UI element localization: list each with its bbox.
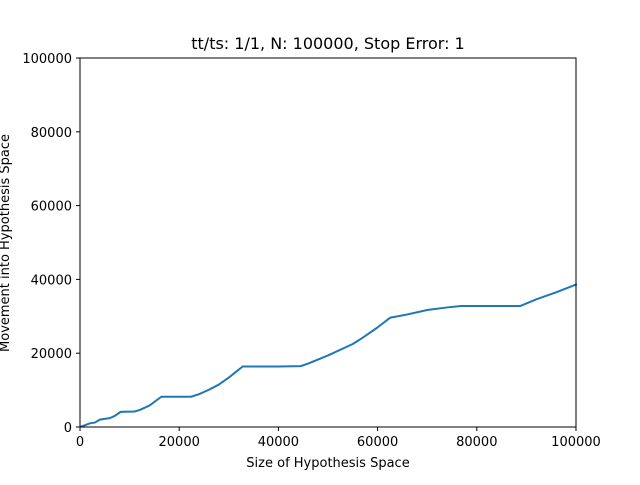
y-tick-label: 100000 <box>22 52 72 67</box>
y-tick-label: 60000 <box>31 200 72 215</box>
y-axis-label: Movement into Hypothesis Space <box>0 134 13 352</box>
series-line <box>78 283 578 429</box>
x-axis-ticks: 0 20000 40000 60000 80000 100000 <box>76 427 601 450</box>
y-tick-label: 0 <box>64 421 72 436</box>
x-tick-label: 20000 <box>159 435 200 450</box>
series-layer <box>78 283 578 429</box>
x-tick-label: 0 <box>76 435 84 450</box>
y-axis-ticks: 0 20000 40000 60000 80000 100000 <box>22 52 80 436</box>
x-tick-label: 40000 <box>258 435 299 450</box>
y-tick-label: 80000 <box>31 126 72 141</box>
x-tick-label: 100000 <box>551 435 601 450</box>
chart-title: tt/ts: 1/1, N: 100000, Stop Error: 1 <box>191 34 464 53</box>
plot-area-frame <box>79 57 577 428</box>
y-tick-label: 20000 <box>31 347 72 362</box>
x-tick-label: 80000 <box>456 435 497 450</box>
y-tick-label: 40000 <box>31 273 72 288</box>
x-axis-label: Size of Hypothesis Space <box>246 456 409 471</box>
x-tick-label: 60000 <box>357 435 398 450</box>
